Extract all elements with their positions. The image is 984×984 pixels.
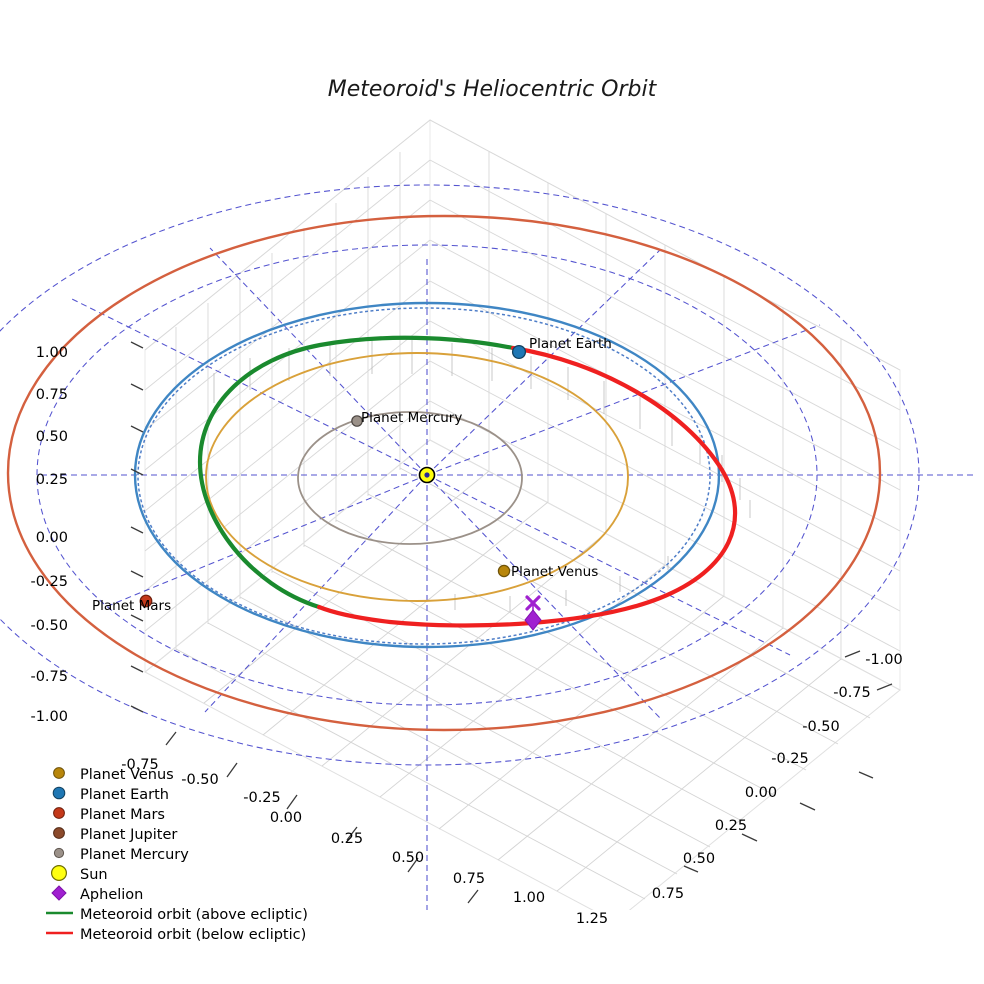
- tick-label: 0.75: [453, 871, 485, 887]
- orbit-earth: [133, 301, 721, 649]
- legend-label: Planet Venus: [80, 767, 174, 783]
- legend-marker-icon: [53, 807, 65, 819]
- tick-label: -0.50: [802, 719, 840, 735]
- legend-marker-icon: [53, 827, 65, 839]
- sun-marker: [418, 466, 436, 484]
- data-annotations: Planet Earth Planet Mercury Planet Venus…: [92, 336, 612, 614]
- marker-planet-mercury: [351, 415, 363, 427]
- tick-label: 0.50: [683, 851, 715, 867]
- tick-label: 0.75: [36, 387, 68, 403]
- annotation-planet-mercury: Planet Mercury: [361, 410, 462, 426]
- polar-grid: [0, 184, 975, 910]
- tick-label: 0.00: [745, 785, 777, 801]
- legend-item[interactable]: Planet Mercury: [53, 847, 189, 863]
- tick-label: -0.50: [181, 772, 219, 788]
- meteoroid-orbit-below-ecliptic: [316, 345, 738, 628]
- legend-label: Planet Earth: [80, 787, 169, 803]
- tick-label: -0.25: [243, 790, 281, 806]
- tick-label: 1.00: [36, 345, 68, 361]
- legend-marker-icon: [53, 767, 65, 779]
- tick-labels-x: -0.75 -0.50 -0.25 0.00 0.25 0.50 0.75 1.…: [121, 757, 608, 927]
- meteoroid-stem-lines: [213, 340, 751, 612]
- legend-marker-icon: [51, 885, 67, 901]
- tick-label: 1.25: [576, 911, 608, 927]
- planet-markers: [139, 344, 527, 608]
- tick-label: 0.50: [392, 850, 424, 866]
- legend-label: Aphelion: [80, 887, 143, 903]
- tick-label: 0.25: [715, 818, 747, 834]
- meteoroid-projection: [137, 307, 711, 645]
- tick-label: -0.75: [833, 685, 871, 701]
- tick-labels-z: 1.00 0.75 0.50 0.25 0.00 -0.25 -0.50 -0.…: [30, 345, 68, 725]
- tick-label: -1.00: [30, 709, 68, 725]
- legend-item[interactable]: Aphelion: [51, 885, 143, 903]
- tick-label: -1.00: [865, 652, 903, 668]
- orbit-mars: [6, 214, 882, 732]
- legend-item[interactable]: Meteoroid orbit (above ecliptic): [46, 907, 308, 923]
- aphelion-marker: [524, 595, 542, 631]
- legend-label: Meteoroid orbit (below ecliptic): [80, 927, 306, 943]
- legend-label: Meteoroid orbit (above ecliptic): [80, 907, 308, 923]
- legend-item[interactable]: Planet Venus: [53, 767, 174, 783]
- legend: Planet Venus Planet Earth Planet Mars Pl…: [46, 767, 308, 943]
- axis-tick-marks: [130, 341, 893, 904]
- tick-label: 0.00: [36, 530, 68, 546]
- tick-label: 0.75: [652, 886, 684, 902]
- orbit-mercury: [297, 411, 523, 545]
- legend-marker-icon: [50, 864, 67, 881]
- tick-label: -0.50: [30, 618, 68, 634]
- marker-planet-earth: [511, 344, 527, 360]
- legend-item[interactable]: Planet Earth: [52, 786, 169, 803]
- tick-labels-y: 0.75 0.50 0.25 0.00 -0.25 -0.50 -0.75 -1…: [652, 652, 903, 902]
- marker-planet-venus: [497, 564, 511, 578]
- meteoroid-orbit-above-ecliptic: [197, 335, 516, 610]
- axes-panes: [144, 118, 901, 910]
- tick-label: 0.50: [36, 429, 68, 445]
- tick-label: 0.25: [331, 831, 363, 847]
- legend-label: Planet Mars: [80, 807, 165, 823]
- annotation-planet-venus: Planet Venus: [511, 564, 598, 580]
- orbit-venus: [205, 352, 629, 602]
- annotation-planet-mars: Planet Mars: [92, 598, 171, 614]
- legend-item[interactable]: Planet Mars: [53, 807, 165, 823]
- planet-orbits: [6, 214, 882, 732]
- legend-label: Sun: [80, 867, 108, 883]
- tick-label: -0.25: [771, 751, 809, 767]
- marker-planet-mars: [139, 594, 153, 608]
- legend-label: Planet Jupiter: [80, 827, 177, 843]
- legend-item[interactable]: Meteoroid orbit (below ecliptic): [46, 927, 306, 943]
- legend-item[interactable]: Planet Jupiter: [53, 827, 178, 843]
- legend-marker-icon: [53, 847, 65, 859]
- legend-label: Planet Mercury: [80, 847, 189, 863]
- legend-marker-icon: [52, 786, 66, 800]
- tick-label: 0.00: [270, 810, 302, 826]
- legend-item[interactable]: Sun: [50, 864, 108, 883]
- tick-label: -0.75: [30, 669, 68, 685]
- tick-label: 1.00: [513, 890, 545, 906]
- tick-label: 0.25: [36, 472, 68, 488]
- tick-label: -0.25: [30, 574, 68, 590]
- tick-label: -0.75: [121, 757, 159, 773]
- page-title: Meteoroid's Heliocentric Orbit: [328, 77, 658, 102]
- annotation-planet-earth: Planet Earth: [529, 336, 612, 352]
